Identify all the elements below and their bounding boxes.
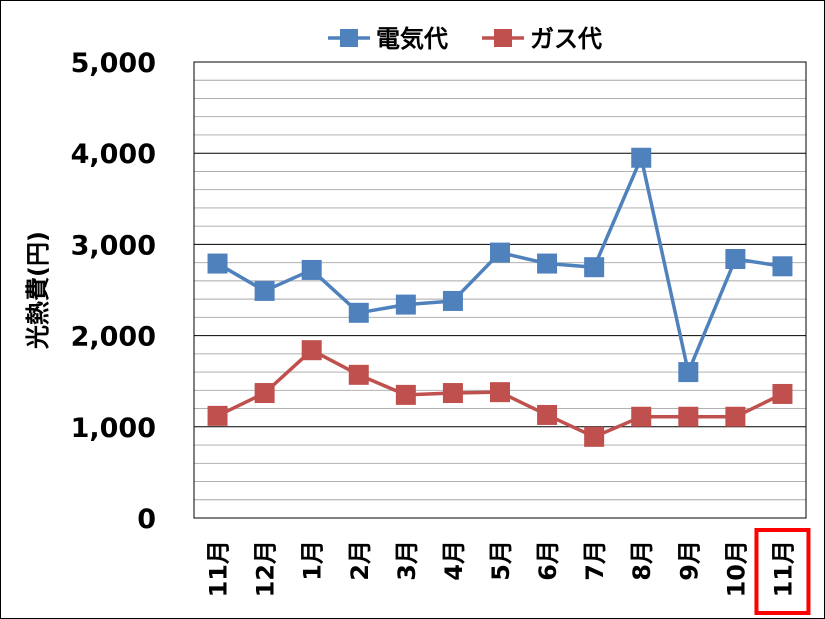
y-tick-label: 5,000: [71, 48, 156, 79]
data-point-marker: [631, 147, 652, 168]
legend-marker: [340, 29, 358, 47]
data-point-marker: [678, 406, 699, 427]
x-tick-label: 4月: [440, 540, 468, 581]
data-point-marker: [490, 242, 510, 263]
data-point-marker: [537, 404, 558, 425]
data-point-marker: [442, 383, 463, 404]
x-tick-label: 3月: [393, 540, 421, 581]
data-point-marker: [301, 259, 322, 280]
highlight-box: [754, 528, 811, 615]
y-axis-ticks: 0 1,000 2,000 3,000 4,000 5,000: [71, 48, 156, 535]
data-point-marker: [207, 405, 228, 426]
x-axis-ticks: 11月 12月 1月 2月 3月 4月 5月 6月 7月 8月 9月 10月 11月: [205, 540, 798, 597]
data-point-marker: [395, 384, 416, 405]
y-tick-label: 0: [137, 504, 156, 535]
x-tick-label: 8月: [628, 540, 656, 581]
data-point-marker: [348, 364, 369, 385]
data-point-marker: [772, 383, 793, 404]
x-tick-label: 6月: [534, 540, 562, 581]
data-point-marker: [584, 426, 605, 447]
legend-label: ガス代: [530, 25, 602, 53]
plot-area-border: [193, 61, 807, 519]
series-1: [207, 147, 793, 383]
y-tick-label: 3,000: [71, 230, 156, 261]
legend-marker: [494, 29, 512, 47]
y-tick-label: 1,000: [71, 413, 156, 444]
y-tick-label: 2,000: [71, 322, 156, 353]
x-tick-label: 12月: [252, 540, 280, 597]
gridlines: [194, 79, 806, 501]
x-tick-label: 10月: [722, 540, 750, 597]
data-point-marker: [254, 280, 275, 301]
data-point-marker: [490, 382, 510, 403]
data-point-marker: [725, 248, 746, 269]
data-point-marker: [725, 406, 746, 427]
data-point-marker: [678, 362, 699, 383]
x-tick-label: 5月: [487, 540, 515, 581]
legend-label: 電気代: [376, 25, 448, 53]
data-point-marker: [584, 257, 605, 278]
x-tick-label: 11月: [769, 540, 797, 597]
x-tick-label: 1月: [299, 540, 327, 581]
x-tick-label: 11月: [205, 540, 233, 597]
x-tick-label: 2月: [346, 540, 374, 581]
data-point-marker: [772, 256, 793, 277]
series-2: [207, 340, 793, 447]
series-layer: [207, 147, 793, 447]
data-point-marker: [395, 294, 416, 315]
legend: 電気代 ガス代: [328, 25, 602, 53]
data-point-marker: [348, 302, 369, 323]
data-point-marker: [631, 406, 652, 427]
data-point-marker: [537, 253, 558, 274]
y-axis-label: 光熱費(円): [24, 231, 52, 350]
data-point-marker: [254, 383, 275, 404]
data-point-marker: [442, 290, 463, 311]
x-tick-label: 7月: [581, 540, 609, 581]
x-tick-label: 9月: [675, 540, 703, 581]
y-tick-label: 4,000: [71, 139, 156, 170]
data-point-marker: [301, 340, 322, 361]
data-point-marker: [207, 253, 228, 274]
